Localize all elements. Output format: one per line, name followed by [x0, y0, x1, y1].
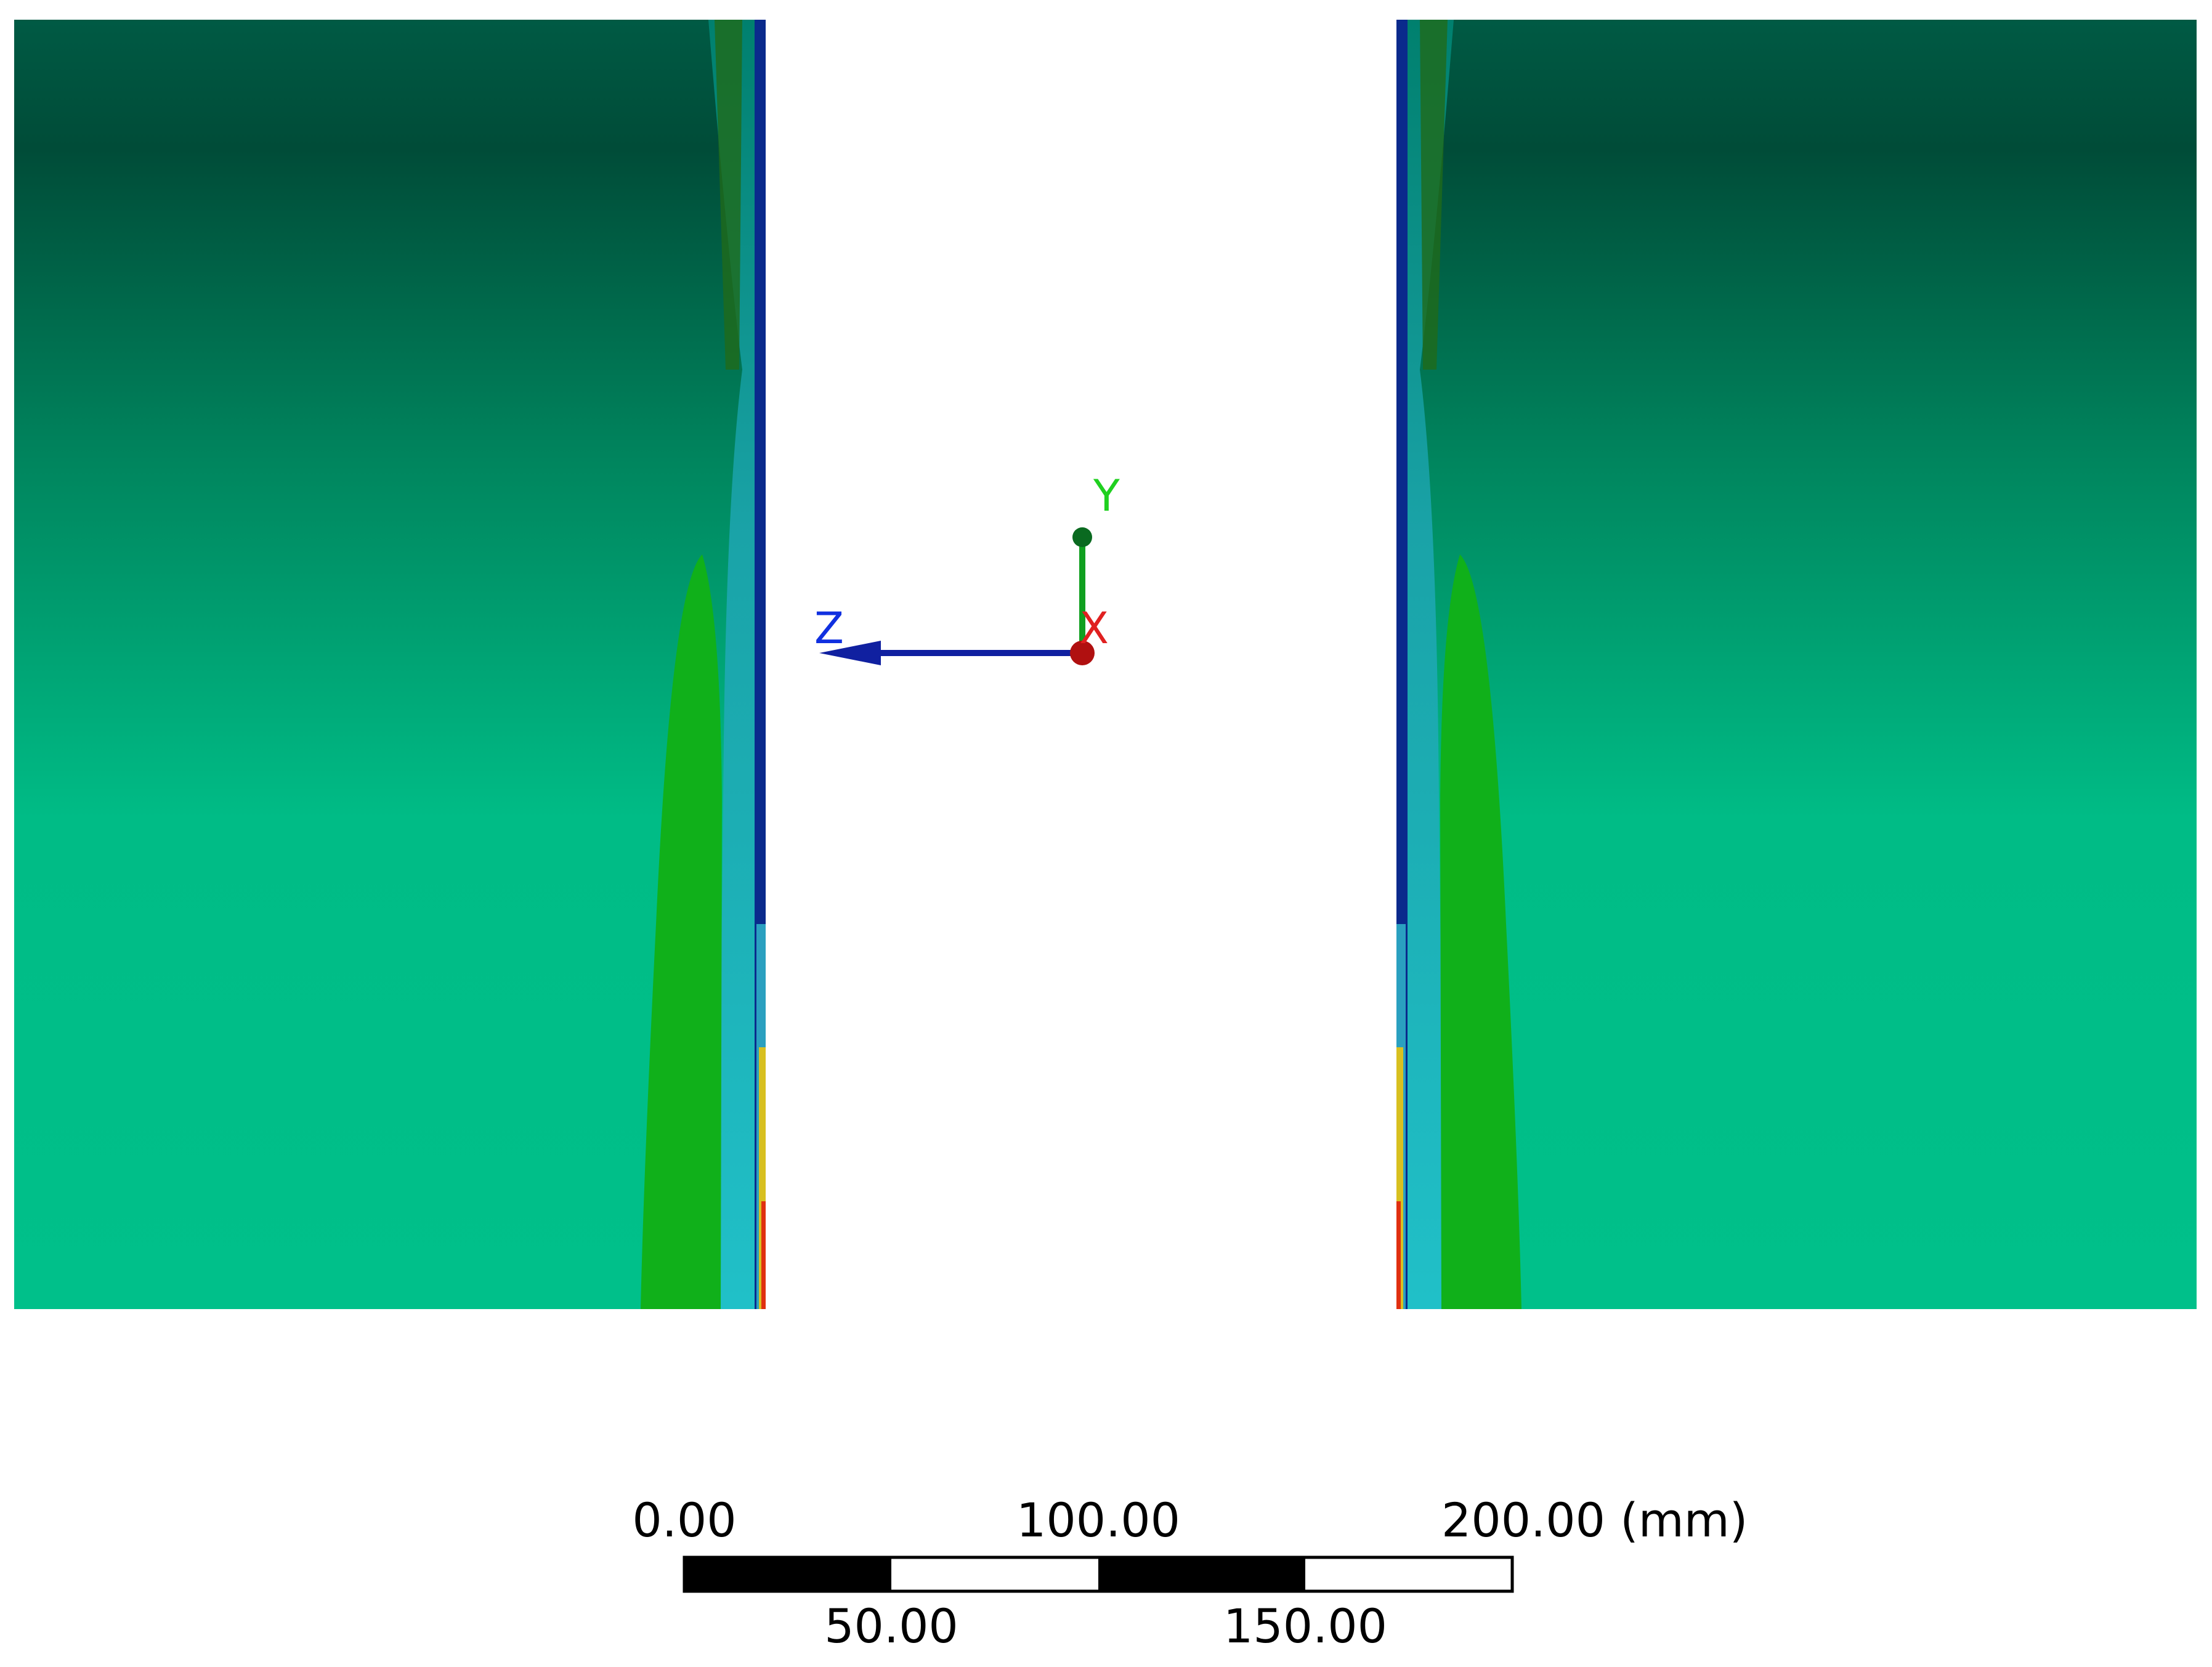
body-face	[14, 20, 766, 1309]
contour-band	[761, 1201, 766, 1309]
contour-band	[641, 554, 722, 1309]
contour-band	[1396, 1201, 1401, 1309]
y-axis-tip	[1072, 527, 1092, 547]
scale-segment	[684, 1557, 891, 1591]
x-axis-dot	[1070, 641, 1095, 665]
x-axis-label: X	[1079, 603, 1109, 654]
left-body	[14, 20, 766, 1309]
scale-label: 150.00	[1223, 1599, 1387, 1653]
scale-label: 100.00	[1016, 1493, 1180, 1547]
scale-segment	[1098, 1557, 1305, 1591]
contour-band	[708, 20, 755, 1309]
scale-bar: 0.00 100.00 200.00 (mm) 50.00 150.00	[632, 1493, 1748, 1653]
contour-band	[759, 1047, 766, 1309]
contour-band	[1408, 20, 1454, 1309]
scale-label: 50.00	[824, 1599, 958, 1653]
scale-label: 0.00	[632, 1493, 736, 1547]
contour-band	[715, 20, 742, 370]
axis-triad: Y Z X	[814, 471, 1120, 665]
body-face	[1396, 20, 2197, 1309]
contour-band	[1440, 554, 1521, 1309]
y-axis-label: Y	[1093, 471, 1120, 521]
scale-label: 200.00 (mm)	[1441, 1493, 1748, 1547]
z-axis-label: Z	[814, 603, 844, 654]
contour-band	[1420, 20, 1448, 370]
contour-band	[1396, 1047, 1403, 1309]
z-axis-head	[819, 641, 881, 665]
right-body	[1396, 20, 2197, 1309]
